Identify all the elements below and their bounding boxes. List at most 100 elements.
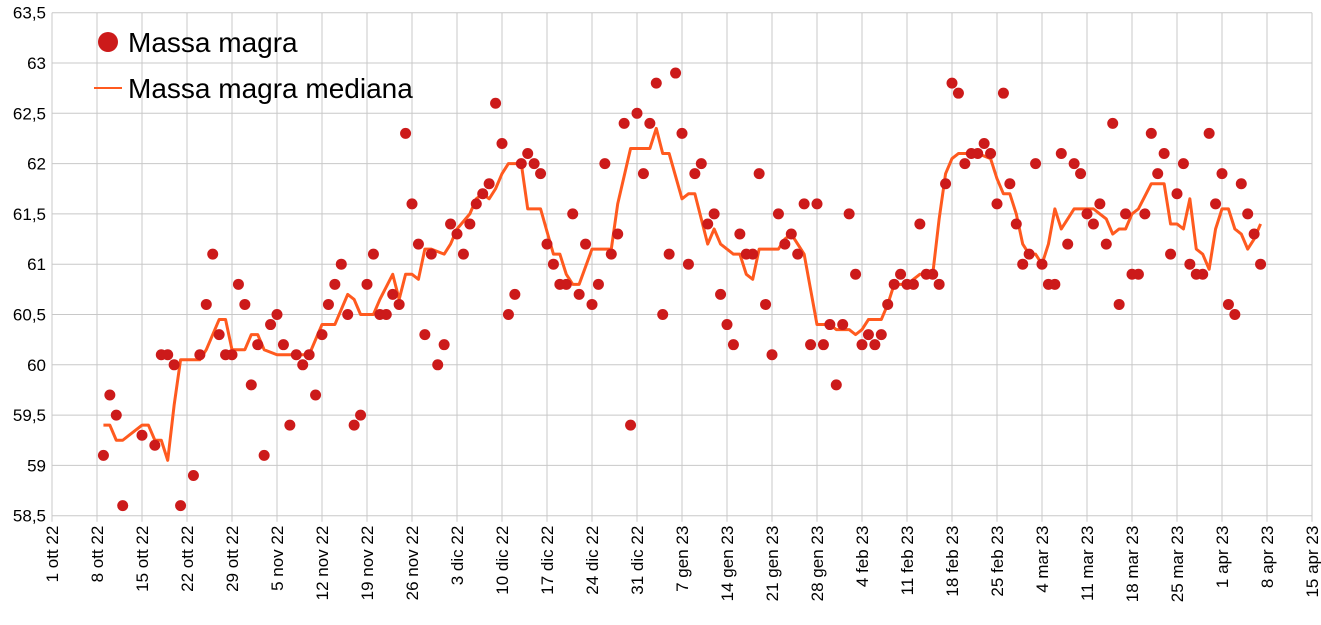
data-point xyxy=(663,248,675,260)
x-tick-label: 3 dic 22 xyxy=(448,526,467,586)
x-tick-label: 29 ott 22 xyxy=(223,526,242,592)
data-point xyxy=(972,148,984,160)
x-tick-label: 22 ott 22 xyxy=(178,526,197,592)
data-point xyxy=(914,218,926,230)
data-point xyxy=(1132,268,1144,280)
data-point xyxy=(1197,268,1209,280)
data-point xyxy=(1036,258,1048,270)
data-point xyxy=(348,419,360,431)
legend-dot-icon xyxy=(98,32,118,52)
data-point xyxy=(805,339,817,351)
data-point xyxy=(1030,158,1042,170)
x-tick-label: 11 feb 23 xyxy=(898,526,917,596)
data-point xyxy=(162,349,174,361)
legend: Massa magra Massa magra mediana xyxy=(94,27,413,104)
data-point xyxy=(907,278,919,290)
x-tick-label: 18 feb 23 xyxy=(943,526,962,597)
data-point xyxy=(438,339,450,351)
data-point xyxy=(978,137,990,149)
data-point xyxy=(297,359,309,371)
x-tick-label: 8 ott 22 xyxy=(88,526,107,583)
x-tick-label: 11 mar 23 xyxy=(1078,526,1097,601)
data-point xyxy=(592,278,604,290)
data-point xyxy=(895,268,907,280)
data-point xyxy=(1068,158,1080,170)
data-point xyxy=(355,409,367,421)
data-point xyxy=(1216,168,1228,180)
data-point xyxy=(316,329,328,341)
data-point xyxy=(985,148,997,160)
data-point xyxy=(515,158,527,170)
data-point xyxy=(136,429,148,441)
data-point xyxy=(226,349,238,361)
data-point xyxy=(1049,278,1061,290)
data-point xyxy=(271,309,283,320)
data-point xyxy=(239,298,251,310)
data-point xyxy=(509,288,521,300)
data-point xyxy=(657,309,669,320)
data-point xyxy=(689,168,701,180)
data-point xyxy=(952,87,964,99)
data-point xyxy=(1081,208,1093,220)
data-point xyxy=(875,329,887,341)
x-tick-label: 28 gen 23 xyxy=(808,526,827,602)
data-point xyxy=(451,228,463,240)
data-point xyxy=(541,238,553,250)
data-point xyxy=(380,309,392,320)
data-point xyxy=(342,309,354,320)
data-point xyxy=(862,329,874,341)
data-point xyxy=(425,248,437,260)
median-line xyxy=(103,126,1262,462)
legend-label-massa-magra-mediana: Massa magra mediana xyxy=(128,73,413,104)
data-point xyxy=(528,158,540,170)
data-point xyxy=(1235,178,1247,190)
data-point xyxy=(277,339,289,351)
x-tick-label: 1 ott 22 xyxy=(43,526,62,583)
data-point xyxy=(792,248,804,260)
data-point xyxy=(567,208,579,220)
data-point xyxy=(1004,178,1016,190)
data-point xyxy=(207,248,219,260)
data-point xyxy=(991,198,1003,210)
y-tick-label: 62,5 xyxy=(13,104,46,123)
x-tick-label: 24 dic 22 xyxy=(583,526,602,595)
data-point xyxy=(882,298,894,310)
data-point xyxy=(232,278,244,290)
data-point xyxy=(1087,218,1099,230)
data-point xyxy=(400,127,412,139)
data-point xyxy=(772,208,784,220)
data-point xyxy=(1113,298,1125,310)
data-point xyxy=(927,268,939,280)
y-tick-label: 61 xyxy=(27,255,46,274)
y-tick-label: 63,5 xyxy=(13,4,46,23)
data-point xyxy=(702,218,714,230)
data-point xyxy=(1242,208,1254,220)
x-tick-label: 21 gen 23 xyxy=(763,526,782,602)
data-point xyxy=(599,158,611,170)
data-point xyxy=(837,319,849,331)
data-point xyxy=(1107,117,1119,129)
y-tick-label: 62 xyxy=(27,155,46,174)
data-point xyxy=(695,158,707,170)
data-point xyxy=(850,268,862,280)
data-point xyxy=(245,379,257,391)
x-tick-label: 5 nov 22 xyxy=(268,526,287,591)
data-point xyxy=(753,168,765,180)
data-point xyxy=(959,158,971,170)
data-point xyxy=(580,238,592,250)
data-point xyxy=(322,298,334,310)
data-point xyxy=(560,278,572,290)
x-tick-label: 8 apr 23 xyxy=(1258,526,1277,588)
data-point xyxy=(457,248,469,260)
data-point xyxy=(522,148,534,160)
x-tick-label: 4 mar 23 xyxy=(1033,526,1052,593)
data-point xyxy=(1158,148,1170,160)
data-point xyxy=(637,168,649,180)
data-point xyxy=(618,117,630,129)
legend-label-massa-magra: Massa magra xyxy=(128,27,298,58)
data-point xyxy=(824,319,836,331)
data-point xyxy=(785,228,797,240)
data-point xyxy=(1055,148,1067,160)
data-point xyxy=(1203,127,1215,139)
